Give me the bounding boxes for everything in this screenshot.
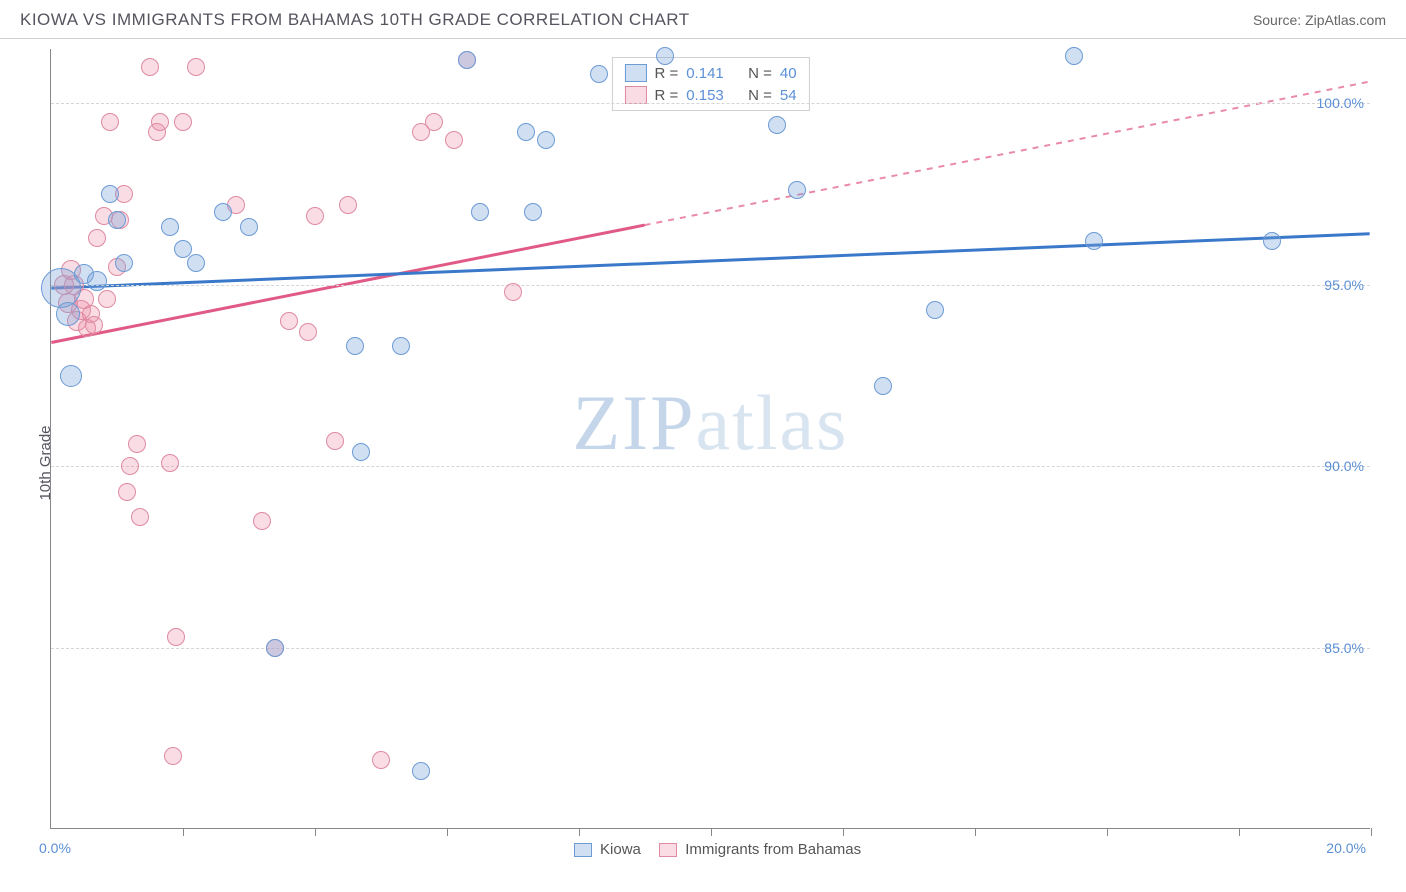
data-point-bahamas <box>339 196 357 214</box>
data-point-bahamas <box>306 207 324 225</box>
data-point-bahamas <box>85 316 103 334</box>
data-point-bahamas <box>174 113 192 131</box>
data-point-bahamas <box>131 508 149 526</box>
data-point-kiowa <box>471 203 489 221</box>
grid-line <box>51 103 1370 104</box>
data-point-bahamas <box>88 229 106 247</box>
x-tick <box>1107 828 1108 836</box>
data-point-bahamas <box>101 113 119 131</box>
data-point-kiowa <box>517 123 535 141</box>
data-point-kiowa <box>656 47 674 65</box>
data-point-kiowa <box>768 116 786 134</box>
x-tick <box>975 828 976 836</box>
y-tick-label: 95.0% <box>1324 277 1364 293</box>
data-point-kiowa <box>108 211 126 229</box>
data-point-bahamas <box>253 512 271 530</box>
plot-region: ZIPatlas R = 0.141 N = 40 R = 0.153 N = … <box>50 49 1370 829</box>
data-point-kiowa <box>161 218 179 236</box>
swatch-bahamas-bottom <box>659 843 677 857</box>
y-tick-label: 100.0% <box>1317 95 1364 111</box>
data-point-kiowa <box>926 301 944 319</box>
data-point-bahamas <box>161 454 179 472</box>
data-point-bahamas <box>164 747 182 765</box>
legend-label-bahamas: Immigrants from Bahamas <box>685 841 861 858</box>
data-point-bahamas <box>299 323 317 341</box>
swatch-kiowa-bottom <box>574 843 592 857</box>
grid-line <box>51 466 1370 467</box>
data-point-kiowa <box>60 365 82 387</box>
y-tick-label: 85.0% <box>1324 640 1364 656</box>
chart-title: KIOWA VS IMMIGRANTS FROM BAHAMAS 10TH GR… <box>20 10 690 30</box>
data-point-kiowa <box>174 240 192 258</box>
data-point-kiowa <box>346 337 364 355</box>
data-point-kiowa <box>524 203 542 221</box>
chart-header: KIOWA VS IMMIGRANTS FROM BAHAMAS 10TH GR… <box>0 0 1406 39</box>
swatch-bahamas <box>624 86 646 104</box>
trend-lines <box>51 49 1370 828</box>
data-point-bahamas <box>118 483 136 501</box>
data-point-bahamas <box>128 435 146 453</box>
legend-label-kiowa: Kiowa <box>600 841 641 858</box>
y-tick-label: 90.0% <box>1324 458 1364 474</box>
data-point-kiowa <box>352 443 370 461</box>
data-point-bahamas <box>445 131 463 149</box>
x-tick <box>579 828 580 836</box>
data-point-kiowa <box>537 131 555 149</box>
data-point-kiowa <box>115 254 133 272</box>
data-point-bahamas <box>372 751 390 769</box>
data-point-bahamas <box>326 432 344 450</box>
x-tick <box>315 828 316 836</box>
data-point-kiowa <box>240 218 258 236</box>
data-point-kiowa <box>214 203 232 221</box>
series-legend: Kiowa Immigrants from Bahamas <box>51 841 1370 858</box>
data-point-kiowa <box>1065 47 1083 65</box>
data-point-bahamas <box>151 113 169 131</box>
x-tick <box>183 828 184 836</box>
data-point-kiowa <box>101 185 119 203</box>
grid-line <box>51 648 1370 649</box>
x-tick <box>1239 828 1240 836</box>
x-tick <box>843 828 844 836</box>
data-point-bahamas <box>280 312 298 330</box>
data-point-kiowa <box>788 181 806 199</box>
stats-row-kiowa: R = 0.141 N = 40 <box>624 62 796 84</box>
data-point-bahamas <box>425 113 443 131</box>
data-point-bahamas <box>167 628 185 646</box>
data-point-kiowa <box>874 377 892 395</box>
data-point-kiowa <box>392 337 410 355</box>
data-point-bahamas <box>504 283 522 301</box>
data-point-bahamas <box>141 58 159 76</box>
data-point-kiowa <box>87 271 107 291</box>
data-point-kiowa <box>1263 232 1281 250</box>
data-point-kiowa <box>590 65 608 83</box>
data-point-kiowa <box>1085 232 1103 250</box>
data-point-bahamas <box>121 457 139 475</box>
data-point-bahamas <box>98 290 116 308</box>
chart-area: 10th Grade ZIPatlas R = 0.141 N = 40 R =… <box>0 39 1406 887</box>
x-tick <box>447 828 448 836</box>
data-point-kiowa <box>458 51 476 69</box>
data-point-kiowa <box>266 639 284 657</box>
x-tick <box>1371 828 1372 836</box>
data-point-bahamas <box>187 58 205 76</box>
x-tick <box>711 828 712 836</box>
chart-source: Source: ZipAtlas.com <box>1253 12 1386 28</box>
grid-line <box>51 285 1370 286</box>
data-point-kiowa <box>56 302 80 326</box>
watermark: ZIPatlas <box>573 378 849 468</box>
data-point-kiowa <box>187 254 205 272</box>
swatch-kiowa <box>624 64 646 82</box>
data-point-kiowa <box>412 762 430 780</box>
